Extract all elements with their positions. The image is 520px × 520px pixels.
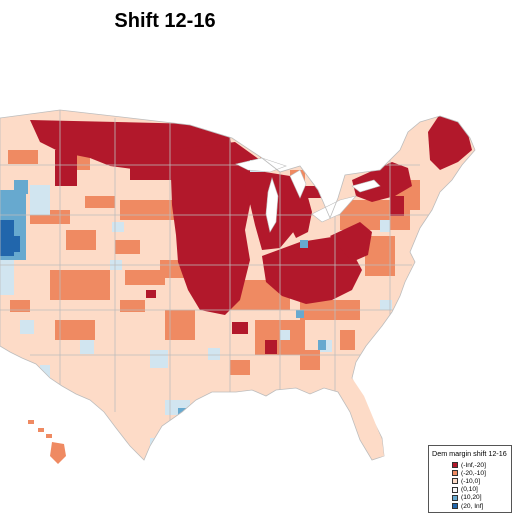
map-title: Shift 12-16	[114, 10, 216, 32]
florida	[352, 378, 384, 458]
legend-title: Dem margin shift 12-16	[432, 449, 507, 458]
region-dark-blue	[0, 220, 20, 256]
legend-label: (20, Inf]	[461, 502, 484, 510]
legend-item: (20, Inf]	[452, 502, 508, 510]
legend-item: (0,10]	[452, 486, 508, 494]
legend-swatch	[452, 470, 458, 477]
map-legend: Dem margin shift 12-16 (-Inf,-20] (-20,-…	[428, 445, 512, 513]
legend-swatch	[452, 486, 458, 493]
legend-swatch	[452, 478, 458, 485]
legend-item: (-20,-10]	[452, 469, 508, 477]
hawaii	[28, 420, 66, 464]
legend-item: (-10,0]	[452, 477, 508, 485]
legend-label: (0,10]	[461, 486, 478, 494]
legend-item: (10,20]	[452, 494, 508, 502]
great-lakes	[235, 157, 381, 233]
legend-label: (10,20]	[461, 494, 482, 502]
county-regions	[0, 110, 472, 452]
state-borders	[0, 110, 430, 420]
legend-swatch	[452, 462, 458, 469]
legend-label: (-10,0]	[461, 477, 481, 485]
legend-swatch	[452, 494, 458, 501]
legend-label: (-20,-10]	[461, 469, 486, 477]
legend-item: (-Inf,-20]	[452, 461, 508, 469]
legend-label: (-Inf,-20]	[461, 461, 486, 469]
legend-swatch	[452, 503, 458, 510]
